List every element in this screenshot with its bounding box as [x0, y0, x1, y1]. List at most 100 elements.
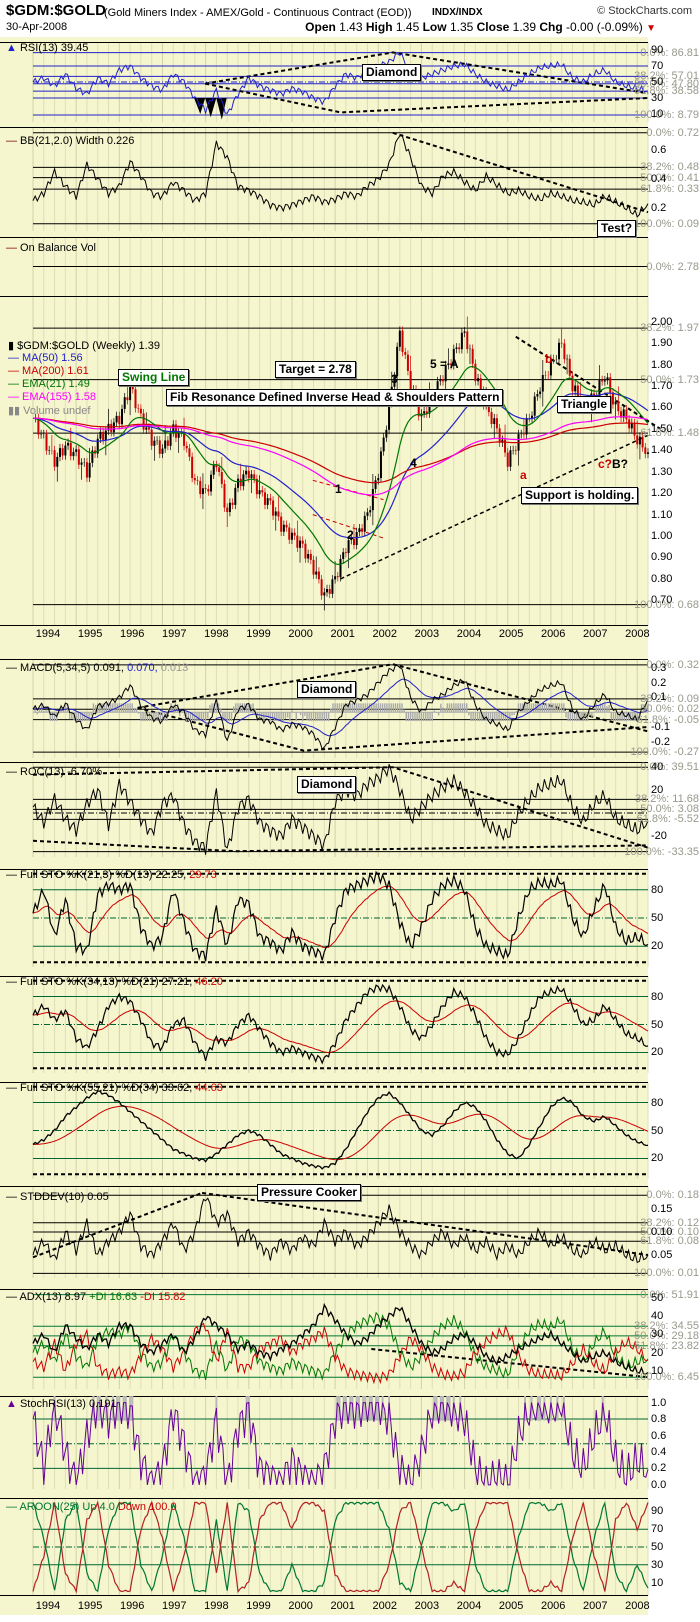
axis-tick-stochrsi: 0.8: [651, 1413, 667, 1426]
fib-label-rsi: 50.0%: 47.80: [634, 77, 699, 90]
main-legend-row: — MA(50) 1.56: [8, 352, 83, 364]
triangle-label: Triangle: [557, 396, 612, 413]
exchange-label: INDX/INDX: [432, 7, 483, 18]
test-question-label: Test?: [597, 220, 637, 237]
axis-tick-macd: 0.2: [651, 676, 667, 689]
fib-label-bbwidth: 100.0%: 0.09: [634, 217, 699, 230]
axis-tick-macd: 0.3: [651, 661, 667, 674]
axis-tick-main: 1.70: [651, 380, 673, 392]
year-label: 1996: [119, 1600, 145, 1612]
year-label: 1999: [246, 628, 271, 640]
year-label: 2003: [414, 628, 440, 640]
panel-adx-label: — ADX(13) 8.97 +DI 16.63 -DI 15.82: [6, 1291, 186, 1303]
axis-tick-rsi: 50: [651, 76, 664, 88]
axis-tick-stochrsi: 0.0: [651, 1478, 667, 1491]
panel-obv-plot: [0, 237, 649, 296]
axis-tick-sto3: 80: [651, 1096, 664, 1109]
diamond-label-macd: Diamond: [297, 681, 357, 698]
fib-label-adx: 0.0%: 51.91: [640, 1288, 699, 1301]
axis-tick-stddev: 0.15: [651, 1203, 673, 1215]
chart-date: 30-Apr-2008: [6, 21, 68, 33]
axis-tick-adx: 50: [651, 1292, 664, 1305]
axis-tick-main: 2.00: [651, 315, 673, 328]
axis-tick-main: 0.70: [651, 594, 673, 607]
panel-rsi-label: ▲ RSI(13) 39.45: [6, 42, 89, 54]
axis-tick-adx: 10: [651, 1364, 664, 1377]
year-label: 2008: [625, 1600, 650, 1612]
fib-label-stddev: 0.0%: 0.18: [646, 1189, 699, 1202]
wave-5A-label: 5 = A: [430, 357, 459, 371]
axis-tick-rsi: 10: [651, 108, 664, 120]
axis-tick-sto1: 50: [651, 912, 664, 924]
year-label: 2000: [288, 1600, 313, 1612]
axis-tick-roc: 40: [651, 760, 664, 773]
support-label: Support is holding.: [521, 487, 639, 504]
fib-label-roc: 0.0%: 39.51: [640, 761, 699, 774]
year-label: 2003: [414, 1600, 440, 1612]
axis-tick-stochrsi: 0.2: [651, 1462, 667, 1475]
year-label: 2007: [583, 628, 608, 640]
axis-tick-main: 1.30: [651, 465, 673, 478]
fib-label-rsi: 61.8%: 38.58: [634, 85, 699, 98]
axis-tick-sto3: 50: [651, 1124, 664, 1137]
axis-tick-macd: -0.2: [651, 735, 670, 748]
fib-label-bbwidth: 38.2%: 0.48: [640, 161, 699, 174]
wave-a-label: a: [520, 468, 527, 482]
year-label: 2006: [540, 628, 566, 640]
symbol-title: $GDM:$GOLD: [6, 2, 107, 19]
fib-label-rsi: 38.2%: 57.01: [634, 70, 699, 83]
axis-tick-adx: 30: [651, 1328, 664, 1341]
main-legend-row: — MA(200) 1.61: [8, 365, 89, 377]
wave-3-label: 3: [391, 372, 398, 386]
change-down-arrow-icon: ▼: [646, 23, 656, 34]
axis-tick-rsi: 30: [651, 92, 664, 104]
main-legend-row: ▮ $GDM:$GOLD (Weekly) 1.39: [8, 340, 160, 352]
fib-label-rsi: 0.0%: 86.81: [640, 46, 699, 59]
panel-stddev-plot: [0, 1186, 649, 1278]
main-legend-row: ▮▮ Volume undef: [8, 405, 91, 417]
symbol-description: (Gold Miners Index - AMEX/Gold - Continu…: [104, 7, 412, 19]
fib-label-roc: 100.0%: -33.35: [624, 845, 699, 858]
axis-tick-roc: -20: [651, 830, 667, 843]
panel-rsi-plot: [0, 42, 649, 122]
panel-obv-label: — On Balance Vol: [6, 242, 96, 254]
diamond-label-rsi: Diamond: [362, 64, 422, 81]
axis-tick-adx: 20: [651, 1346, 664, 1359]
year-label: 2004: [456, 1600, 482, 1612]
axis-tick-aroon: 70: [651, 1523, 664, 1536]
axis-tick-aroon: 10: [651, 1576, 664, 1589]
fib-label-stddev: 100.0%: 0.01: [634, 1267, 699, 1280]
axis-tick-aroon: 30: [651, 1558, 664, 1571]
low-value: 1.35: [449, 20, 474, 34]
axis-tick-sto1: 80: [651, 883, 664, 896]
fib-label-roc: 61.8%: -5.52: [636, 813, 699, 826]
panel-main-plot: [0, 296, 661, 626]
year-label: 1998: [204, 1600, 229, 1612]
axis-tick-rsi: 70: [651, 60, 664, 72]
year-label: 1994: [35, 628, 61, 640]
axis-tick-main: 1.20: [651, 487, 673, 500]
close-label: Close: [476, 20, 510, 34]
panel-roc-plot: [0, 762, 649, 857]
year-label: 2002: [372, 628, 398, 640]
wave-4-label: 4: [410, 456, 417, 470]
open-label: Open: [305, 20, 336, 34]
panel-bbwidth-plot: [0, 127, 649, 231]
fib-label-adx: 100.0%: 6.45: [634, 1371, 699, 1384]
axis-tick-stddev: 0.05: [651, 1249, 673, 1261]
panel-sto3-plot: [0, 1082, 649, 1179]
axis-tick-macd: 0.1: [651, 691, 667, 704]
main-legend-row: — EMA(155) 1.58: [8, 391, 97, 403]
axis-tick-sto2: 80: [651, 990, 664, 1003]
axis-tick-bbwidth: 0.6: [651, 144, 667, 157]
fib-label-bbwidth: 50.0%: 0.41: [640, 171, 699, 184]
quote-line: Open 1.43 High 1.45 Low 1.35 Close 1.39 …: [305, 20, 656, 34]
axis-tick-sto2: 50: [651, 1018, 664, 1031]
panel-stddev-label: — STDDEV(10) 0.05: [6, 1191, 109, 1203]
panel-macd-label: — MACD(5,34,5) 0.091, 0.070, 0.013: [6, 662, 189, 674]
year-label: 2005: [498, 628, 524, 640]
year-label: 2002: [372, 1600, 398, 1612]
wave-1-label: 1: [335, 482, 342, 496]
panel-macd-plot: [0, 659, 649, 758]
year-label: 1999: [246, 1600, 271, 1612]
